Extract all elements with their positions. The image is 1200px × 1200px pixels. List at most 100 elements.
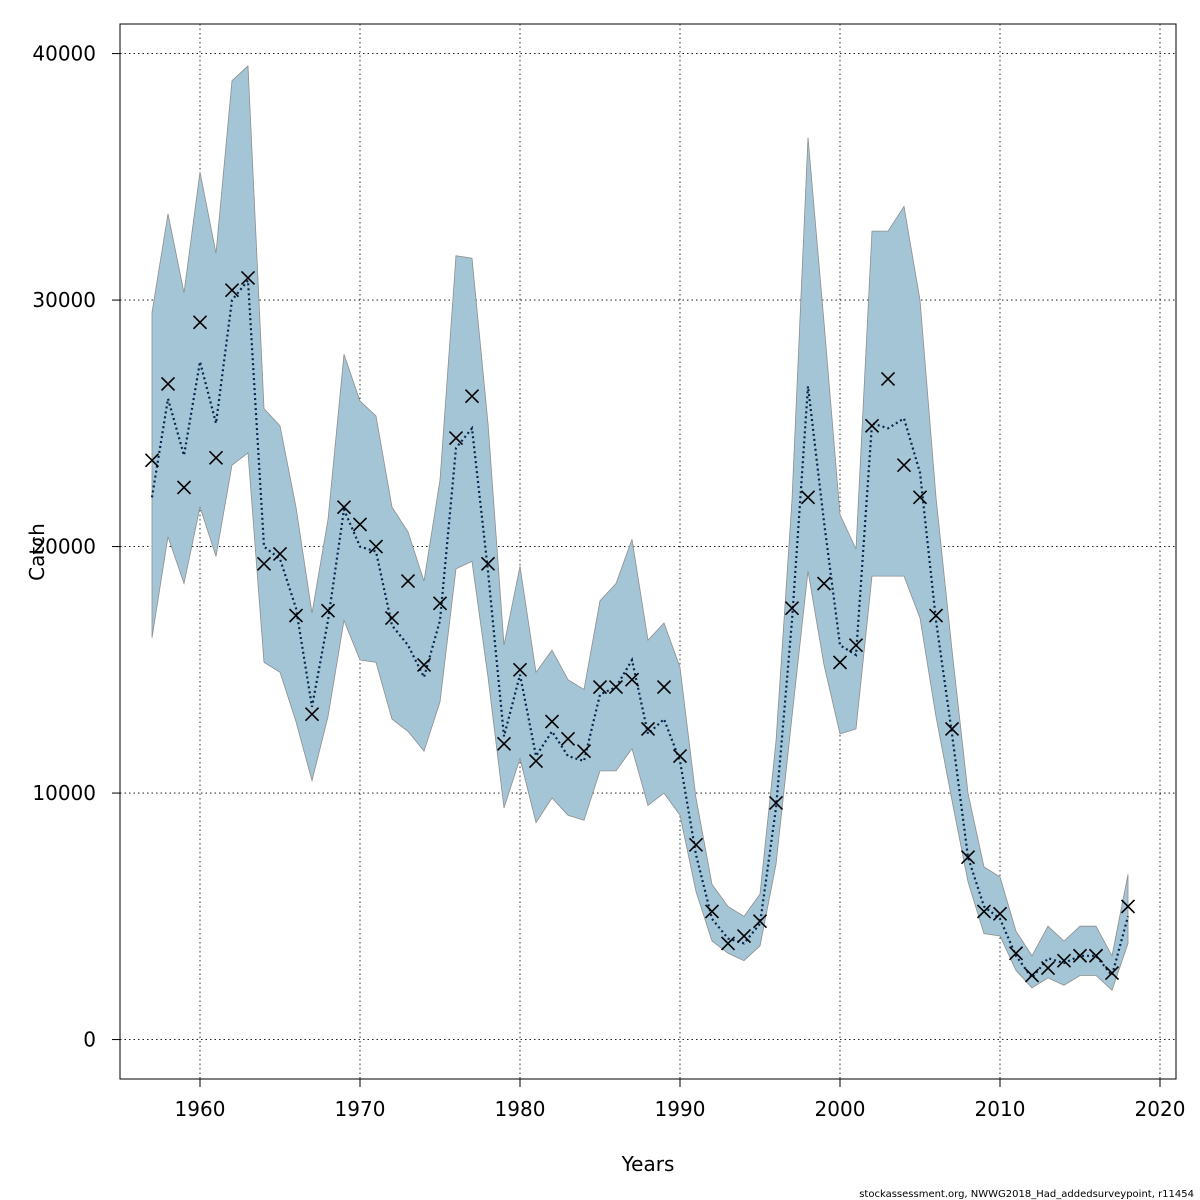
observed-point-stroke: [912, 490, 928, 505]
observed-point: [736, 928, 752, 944]
y-tick-label: 0: [83, 1028, 96, 1052]
observed-point: [912, 490, 928, 505]
observed-point-stroke: [784, 601, 800, 616]
observed-point: [320, 603, 336, 618]
observed-point: [464, 389, 480, 404]
observed-point-stroke: [352, 517, 368, 532]
observed-point-stroke: [496, 736, 512, 751]
observed-point-stroke: [864, 418, 880, 433]
observed-point-stroke: [704, 904, 720, 919]
x-axis-title: Years: [621, 1152, 675, 1176]
observed-point-stroke: [736, 928, 752, 944]
observed-point: [800, 490, 816, 505]
observed-point: [240, 270, 256, 285]
observed-point-stroke: [144, 453, 160, 468]
observed-point-stroke: [448, 431, 464, 446]
observed-point-stroke: [752, 914, 768, 929]
y-tick-label: 30000: [32, 288, 96, 312]
observed-point-stroke: [928, 608, 944, 623]
observed-point: [864, 418, 880, 433]
observed-point: [544, 714, 560, 729]
observed-point-stroke: [176, 480, 192, 495]
observed-point-stroke: [464, 389, 480, 404]
observed-point: [640, 721, 656, 737]
observed-markers: [144, 270, 1136, 983]
observed-point: [432, 596, 448, 611]
observed-point: [992, 906, 1008, 921]
observed-point: [656, 680, 672, 695]
observed-point-stroke: [1008, 946, 1024, 961]
observed-point: [480, 556, 496, 571]
observed-point-stroke: [1088, 948, 1104, 963]
observed-point-stroke: [432, 596, 448, 611]
observed-point-stroke: [384, 610, 400, 626]
observed-point-stroke: [624, 672, 640, 687]
observed-point: [624, 672, 640, 687]
observed-point-stroke: [1120, 899, 1136, 914]
observed-point: [176, 480, 192, 495]
observed-point: [496, 736, 512, 751]
observed-point: [928, 608, 944, 623]
observed-point: [336, 500, 352, 515]
observed-point-stroke: [512, 662, 528, 677]
observed-point-stroke: [976, 904, 992, 919]
observed-point: [672, 749, 688, 764]
observed-point: [528, 753, 544, 769]
observed-point-stroke: [320, 603, 336, 618]
observed-point: [592, 680, 608, 695]
observed-point: [352, 517, 368, 532]
observed-point-stroke: [272, 546, 288, 562]
y-tick-label: 20000: [32, 535, 96, 559]
footer-credit: stockassessment.org, NWWG2018_Had_addeds…: [859, 1189, 1194, 1200]
observed-point-stroke: [160, 376, 176, 391]
observed-point: [1024, 968, 1040, 983]
observed-point: [608, 680, 624, 695]
observed-point-stroke: [256, 556, 272, 571]
observed-point-stroke: [880, 371, 896, 387]
observed-point: [288, 608, 304, 623]
observed-point-stroke: [656, 680, 672, 695]
confidence-band: [151, 65, 1129, 992]
observed-point: [752, 914, 768, 929]
observed-point-stroke: [688, 837, 704, 852]
observed-point: [512, 662, 528, 677]
observed-point-stroke: [368, 539, 384, 554]
axes: 1960 1970 1980 1990 2000 2010 2020 0 10000 20000 3…: [32, 42, 1185, 1121]
x-tick-label: 2010: [975, 1097, 1026, 1121]
observed-point-stroke: [608, 680, 624, 695]
observed-point: [1088, 948, 1104, 963]
observed-point-stroke: [992, 906, 1008, 921]
observed-point: [832, 655, 848, 670]
observed-point-stroke: [336, 500, 352, 515]
observed-point-stroke: [400, 574, 416, 589]
observed-point-stroke: [288, 608, 304, 623]
observed-point: [144, 453, 160, 468]
observed-point: [448, 431, 464, 446]
y-tick-label: 40000: [32, 42, 96, 66]
observed-point: [976, 904, 992, 919]
observed-point: [720, 936, 736, 951]
observed-point: [848, 638, 864, 653]
observed-point-stroke: [672, 749, 688, 764]
x-tick-label: 2020: [1135, 1097, 1186, 1121]
observed-point-stroke: [800, 490, 816, 505]
observed-point: [896, 458, 912, 473]
observed-point-stroke: [832, 655, 848, 670]
observed-point: [704, 904, 720, 919]
observed-point-stroke: [576, 744, 592, 759]
observed-point: [688, 837, 704, 852]
observed-point: [1072, 948, 1088, 963]
observed-point-stroke: [224, 283, 240, 298]
estimated-catch-line: [150, 277, 1130, 980]
x-tick-label: 1960: [175, 1097, 226, 1121]
x-tick-label: 1990: [655, 1097, 706, 1121]
observed-point-stroke: [560, 731, 576, 746]
observed-point: [400, 574, 416, 589]
observed-point: [272, 546, 288, 562]
observed-point: [768, 795, 784, 810]
observed-point: [304, 707, 320, 722]
observed-point-stroke: [848, 638, 864, 653]
observed-point: [560, 731, 576, 746]
observed-point-stroke: [192, 315, 208, 330]
